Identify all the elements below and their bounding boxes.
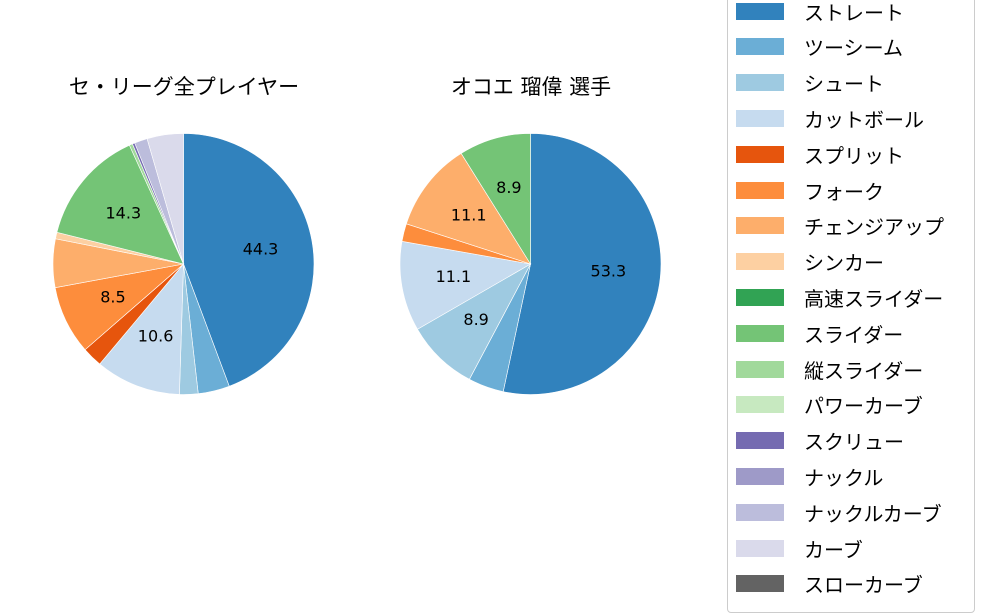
slice-value-label: 8.9: [463, 310, 488, 329]
slice-value-label: 11.1: [451, 205, 487, 224]
legend-item: 縦スライダー: [736, 357, 924, 383]
legend-swatch: [736, 109, 784, 127]
pie-slice: [405, 153, 532, 265]
left-chart-title: セ・リーグ全プレイヤー: [68, 75, 300, 99]
legend-item: シュート: [736, 71, 884, 97]
pie-charts: 44.3 10.6 8.5 14.3 53.3 8.9 11.1 11.1 8.9: [52, 133, 662, 395]
legend-label: カットボール: [804, 107, 924, 132]
legend-swatch: [736, 360, 784, 378]
legend-label: ナックルカーブ: [804, 501, 942, 526]
legend-label: スクリュー: [804, 430, 904, 455]
pie-slice: [146, 133, 184, 265]
legend-swatch: [736, 324, 784, 342]
slice-value-label: 11.1: [436, 267, 472, 286]
legend-swatch: [736, 74, 784, 92]
slice-value-label: 10.6: [138, 327, 174, 346]
legend-label: スライダー: [804, 322, 904, 347]
legend-swatch: [736, 217, 784, 235]
legend-item: フォーク: [736, 178, 884, 204]
legend-label: ストレート: [804, 0, 904, 25]
legend-item: ツーシーム: [736, 35, 903, 61]
legend-item: 高速スライダー: [736, 285, 944, 311]
legend-swatch: [736, 575, 784, 593]
legend-item: ナックルカーブ: [736, 500, 942, 526]
pie-slice: [56, 144, 185, 265]
legend-label: スローカーブ: [804, 573, 923, 598]
legend: ストレートツーシームシュートカットボール スプリットフォークチェンジアップ シンカー…: [727, 0, 975, 613]
legend-label: カーブ: [804, 537, 863, 562]
pie-slice: [399, 240, 532, 330]
legend-swatch: [736, 181, 784, 199]
legend-label: チェンジアップ: [804, 215, 944, 240]
legend-label: シンカー: [804, 251, 884, 276]
pie-slice: [99, 263, 184, 395]
legend-label: 高速スライダー: [804, 286, 944, 311]
legend-swatch: [736, 288, 784, 306]
legend-label: 縦スライダー: [804, 358, 924, 383]
legend-swatch: [736, 503, 784, 521]
legend-item: シンカー: [736, 250, 884, 276]
pie-slice: [502, 133, 662, 395]
legend-item: スクリュー: [736, 429, 904, 455]
legend-swatch: [736, 467, 784, 485]
right-pie-chart: 53.3 8.9 11.1 11.1 8.9: [399, 133, 662, 395]
left-pie-chart: 44.3 10.6 8.5 14.3: [52, 133, 315, 395]
legend-item: カーブ: [736, 536, 863, 562]
legend-swatch: [736, 2, 784, 20]
slice-value-label: 44.3: [243, 240, 279, 259]
legend-label: シュート: [804, 72, 884, 97]
legend-item: スプリット: [736, 142, 904, 168]
legend-label: ナックル: [804, 465, 884, 490]
legend-swatch: [736, 38, 784, 56]
legend-swatch: [736, 253, 784, 271]
pie-slice: [460, 133, 531, 266]
legend-item: ナックル: [736, 464, 884, 490]
slice-value-label: 14.3: [106, 203, 142, 222]
right-chart-title: オコエ 瑠偉 選手: [450, 75, 612, 99]
legend-swatch: [736, 539, 784, 557]
legend-item: パワーカーブ: [736, 393, 923, 419]
slice-value-label: 53.3: [591, 262, 627, 281]
legend-item: ストレート: [736, 0, 904, 25]
legend-swatch: [736, 432, 784, 450]
legend-label: パワーカーブ: [804, 394, 923, 419]
legend-item: スローカーブ: [736, 572, 923, 598]
legend-swatch: [736, 396, 784, 414]
legend-label: フォーク: [804, 179, 884, 204]
legend-item: スライダー: [736, 321, 904, 347]
pie-slice: [183, 133, 315, 387]
legend-item: チェンジアップ: [736, 214, 944, 240]
legend-label: ツーシーム: [804, 36, 903, 61]
legend-label: スプリット: [804, 143, 904, 168]
slice-value-label: 8.5: [100, 288, 125, 307]
slice-value-label: 8.9: [496, 178, 521, 197]
legend-item: カットボール: [736, 106, 924, 132]
legend-swatch: [736, 145, 784, 163]
